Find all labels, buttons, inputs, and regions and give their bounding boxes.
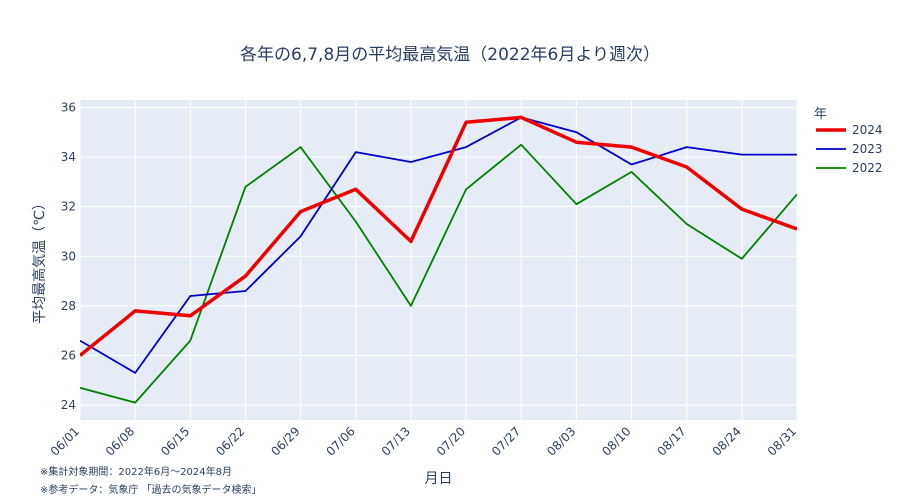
gridlines [79, 100, 798, 420]
legend-label-2023[interactable]: 2023 [852, 142, 883, 156]
series-line-2023[interactable] [80, 116, 797, 374]
y-tick-label: 28 [61, 299, 76, 313]
series-line-2024[interactable] [80, 115, 797, 357]
note-source: ※参考データ：気象庁 「過去の気象データ検索」 [40, 485, 262, 496]
x-tick-label: 08/03 [544, 424, 578, 458]
x-tick-label: 07/27 [489, 424, 523, 458]
series-line-2022[interactable] [80, 143, 797, 404]
x-axis-title: 月日 [425, 471, 453, 487]
x-tick-label: 06/22 [213, 424, 247, 458]
y-tick-label: 26 [61, 349, 76, 363]
legend[interactable]: 年 2024 2023 2022 [814, 107, 883, 175]
y-tick-label: 32 [61, 200, 76, 214]
x-tick-label: 08/10 [599, 424, 633, 458]
legend-label-2024[interactable]: 2024 [852, 123, 883, 137]
x-tick-label: 08/17 [654, 424, 688, 458]
x-tick-label: 08/31 [765, 424, 799, 458]
series-lines [80, 115, 797, 404]
x-tick-label: 06/08 [103, 424, 137, 458]
x-tick-label: 08/24 [710, 424, 744, 458]
x-axis-ticks: 06/01 06/08 06/15 06/22 06/29 07/06 07/13 07/20… [48, 424, 799, 458]
y-tick-label: 30 [61, 249, 76, 263]
y-tick-label: 34 [61, 150, 76, 164]
x-tick-label: 06/29 [268, 424, 302, 458]
y-tick-label: 36 [61, 100, 76, 114]
x-tick-label: 07/06 [324, 424, 358, 458]
y-axis-ticks: 24 26 28 30 32 34 36 [61, 100, 76, 412]
y-axis-title: 平均最高気温（℃） [31, 196, 48, 324]
note-period: ※集計対象期間：2022年6月〜2024年8月 [40, 467, 233, 478]
legend-label-2022[interactable]: 2022 [852, 161, 883, 175]
x-tick-label: 07/20 [434, 424, 468, 458]
plot-area [80, 100, 797, 420]
x-tick-label: 07/13 [379, 424, 413, 458]
y-tick-label: 24 [61, 398, 76, 412]
x-tick-label: 06/15 [158, 424, 192, 458]
legend-title: 年 [814, 107, 827, 122]
chart-title: 各年の6,7,8月の平均最高気温（2022年6月より週次） [240, 45, 660, 65]
x-tick-label: 06/01 [48, 424, 82, 458]
